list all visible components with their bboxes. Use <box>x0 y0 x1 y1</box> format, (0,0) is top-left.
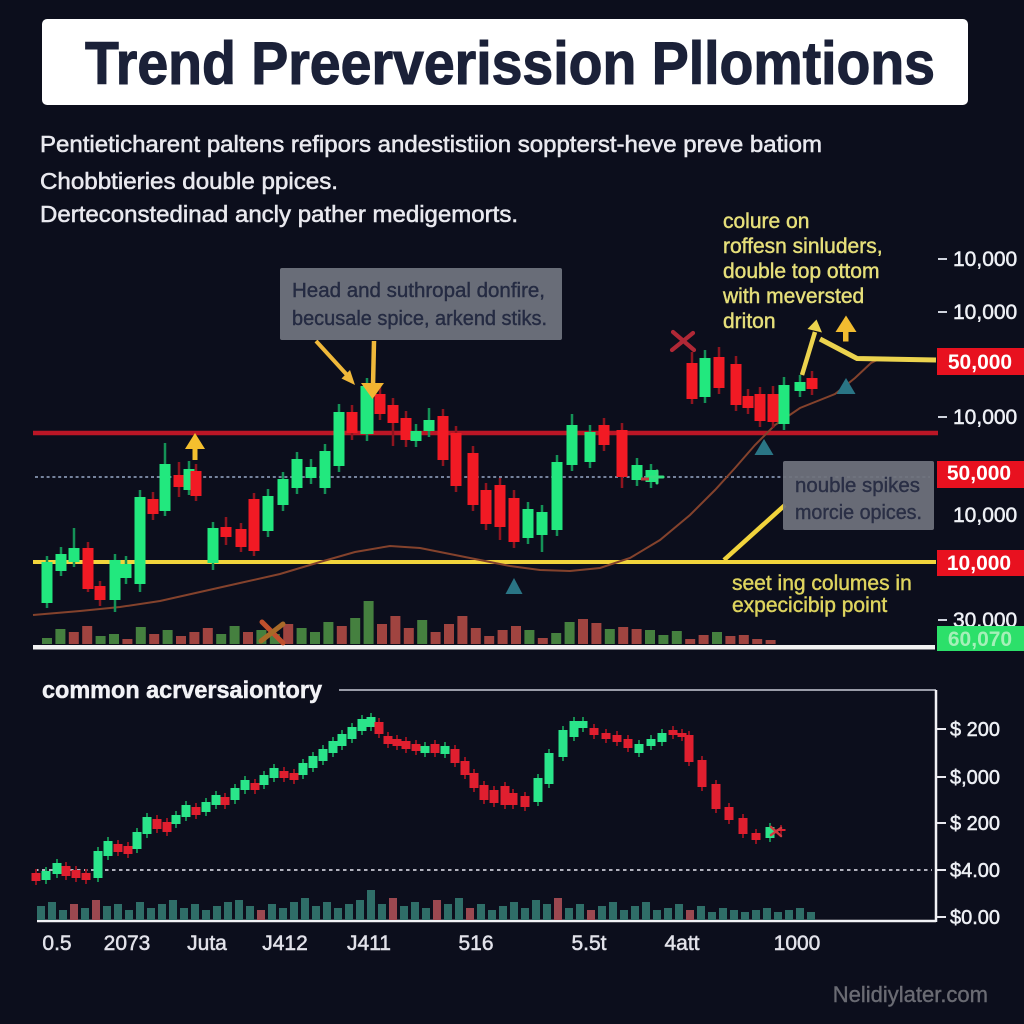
svg-text:driton: driton <box>723 310 776 333</box>
svg-text:50,000: 50,000 <box>947 462 1011 485</box>
svg-text:with meversted: with meversted <box>722 285 864 308</box>
svg-text:$4.00: $4.00 <box>950 860 1000 882</box>
svg-text:becusale spice, arkend stiks.: becusale spice, arkend stiks. <box>292 308 547 330</box>
svg-text:Juta: Juta <box>187 932 227 955</box>
svg-text:J411: J411 <box>347 932 391 955</box>
svg-text:double top ottom: double top ottom <box>723 260 879 283</box>
svg-text:10,000: 10,000 <box>953 301 1017 324</box>
svg-text:5.5t: 5.5t <box>571 932 606 955</box>
svg-text:roffesn sinluders,: roffesn sinluders, <box>723 235 883 258</box>
svg-text:Chobbtieries double ppices.: Chobbtieries double ppices. <box>40 168 338 194</box>
svg-text:10,000: 10,000 <box>953 504 1017 527</box>
svg-text:516: 516 <box>458 932 493 955</box>
svg-text:Pentieticharent paltens refipo: Pentieticharent paltens refipors andesti… <box>40 131 822 157</box>
svg-text:common acrversaiontory: common acrversaiontory <box>42 677 323 704</box>
svg-text:$,000: $,000 <box>950 767 1000 789</box>
svg-text:$ 200: $ 200 <box>950 719 1000 741</box>
svg-text:60,070: 60,070 <box>948 628 1012 651</box>
svg-text:Derteconstedinad ancly pather: Derteconstedinad ancly pather medigemort… <box>40 201 518 227</box>
svg-text:10,000: 10,000 <box>953 248 1017 271</box>
svg-text:colure on: colure on <box>723 210 809 233</box>
svg-text:Trend Preerverission Pllomtion: Trend Preerverission Pllomtions <box>85 30 935 97</box>
svg-text:2073: 2073 <box>104 932 151 955</box>
svg-text:expecicibip point: expecicibip point <box>732 594 887 617</box>
svg-text:10,000: 10,000 <box>953 406 1017 429</box>
svg-text:50,000: 50,000 <box>948 351 1012 374</box>
svg-text:$0.00: $0.00 <box>950 907 1000 929</box>
svg-text:Head and suthropal donfire,: Head and suthropal donfire, <box>292 280 545 302</box>
svg-text:Nelidiylater.com: Nelidiylater.com <box>833 982 988 1007</box>
svg-text:seet ing columes in: seet ing columes in <box>732 572 912 595</box>
svg-text:$ 200: $ 200 <box>950 813 1000 835</box>
svg-text:J412: J412 <box>262 932 308 955</box>
svg-text:4att: 4att <box>664 932 699 955</box>
svg-text:morcie opices.: morcie opices. <box>795 502 922 524</box>
svg-text:1000: 1000 <box>774 932 821 955</box>
svg-text:nouble spikes: nouble spikes <box>795 475 920 497</box>
svg-text:10,000: 10,000 <box>947 552 1011 575</box>
svg-text:0.5: 0.5 <box>42 932 71 955</box>
